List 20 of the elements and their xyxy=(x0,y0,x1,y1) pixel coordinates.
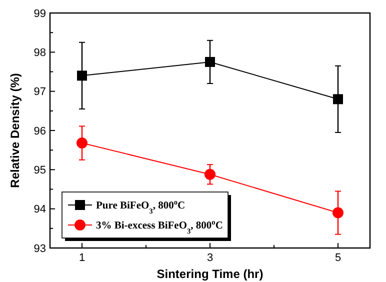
point xyxy=(333,94,343,104)
point xyxy=(205,56,215,67)
point xyxy=(332,207,344,218)
point xyxy=(204,168,216,180)
y-tick-label: 95 xyxy=(34,164,46,177)
legend-label: Pure BiFeO$_{3}$, 800$^{o}$C xyxy=(96,197,186,216)
point xyxy=(77,70,87,81)
point xyxy=(76,138,88,149)
x-tick-label: 5 xyxy=(334,252,342,264)
x-axis-title: Sintering Time (hr) xyxy=(156,267,264,281)
y-axis-title: Relative Density (%) xyxy=(8,73,22,188)
legend-label: 3% Bi-excess BiFeO$_{3}$, 800$^{o}$C xyxy=(96,217,223,236)
y-tick-label: 97 xyxy=(34,86,46,98)
y-tick-label: 94 xyxy=(34,204,46,216)
y-tick-label: 98 xyxy=(34,47,46,60)
y-tick-label: 93 xyxy=(34,242,46,255)
x-tick-label: 1 xyxy=(78,252,86,264)
y-tick-label: 96 xyxy=(34,125,46,138)
y-tick-label: 99 xyxy=(34,8,46,20)
x-tick-label: 3 xyxy=(206,252,214,264)
